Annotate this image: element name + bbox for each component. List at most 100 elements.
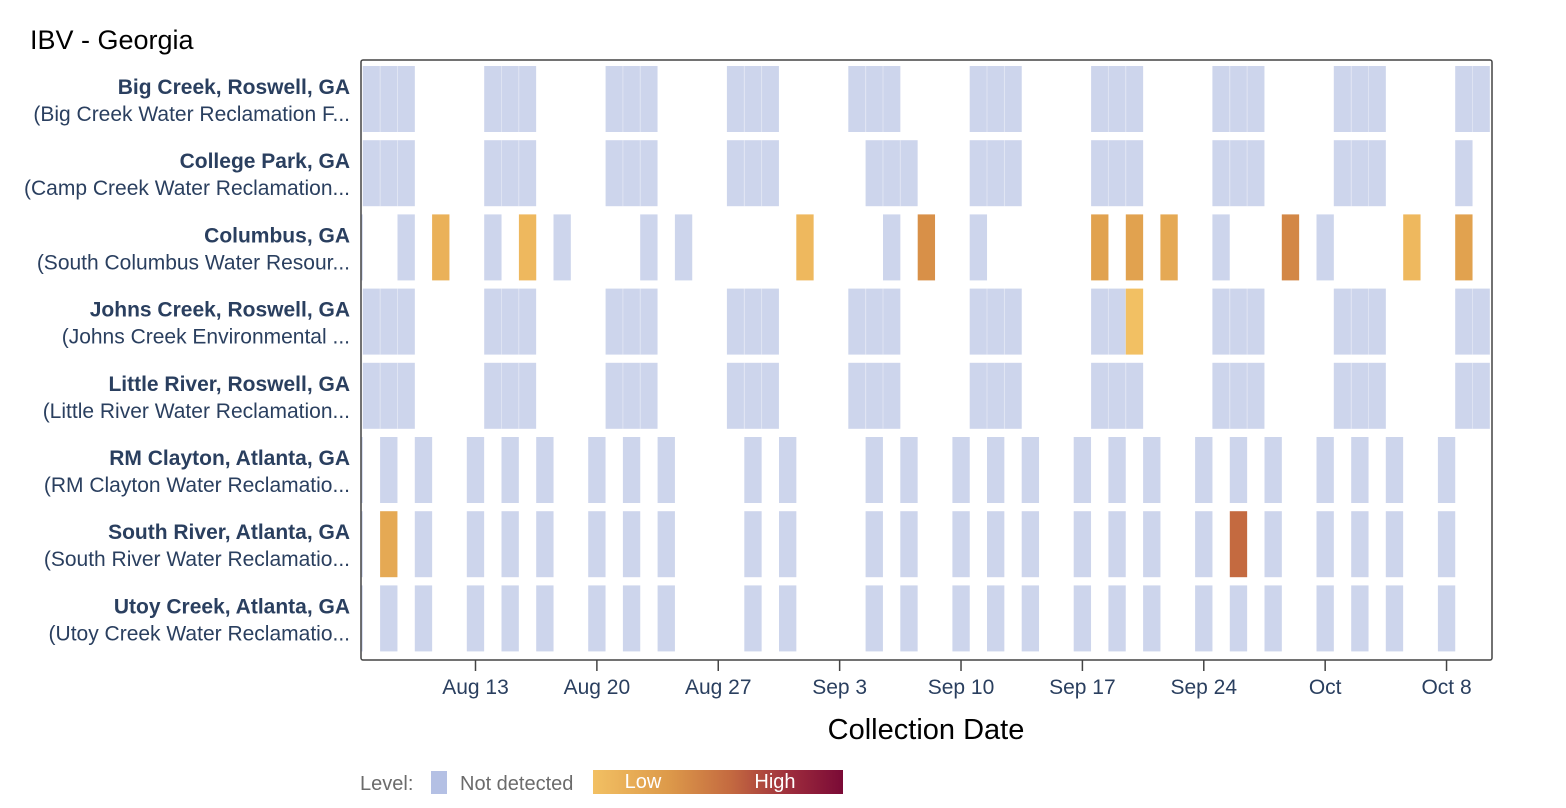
heatmap-cell[interactable]	[917, 214, 936, 281]
heatmap-cell[interactable]	[1455, 214, 1473, 281]
heatmap-cell[interactable]	[1316, 511, 1334, 578]
heatmap-cell[interactable]	[1143, 437, 1161, 503]
heatmap-cell[interactable]	[1143, 511, 1161, 578]
heatmap-cell[interactable]	[1091, 140, 1109, 207]
heatmap-cell[interactable]	[883, 288, 901, 355]
heatmap-cell[interactable]	[1264, 585, 1282, 652]
heatmap-cell[interactable]	[380, 66, 398, 132]
heatmap-cell[interactable]	[536, 437, 554, 503]
heatmap-cell[interactable]	[466, 511, 485, 578]
heatmap-cell[interactable]	[883, 214, 901, 281]
heatmap-cell[interactable]	[553, 214, 571, 281]
heatmap-cell[interactable]	[969, 362, 988, 429]
heatmap-cell[interactable]	[397, 140, 415, 207]
heatmap-cell[interactable]	[536, 585, 554, 652]
heatmap-cell[interactable]	[657, 511, 675, 578]
heatmap-cell[interactable]	[501, 362, 519, 429]
heatmap-cell[interactable]	[1212, 288, 1230, 355]
heatmap-cell[interactable]	[865, 66, 884, 132]
heatmap-cell[interactable]	[1316, 585, 1334, 652]
heatmap-cell[interactable]	[1455, 140, 1473, 207]
heatmap-cell[interactable]	[1351, 140, 1369, 207]
heatmap-cell[interactable]	[1333, 66, 1352, 132]
heatmap-cell[interactable]	[900, 437, 918, 503]
heatmap-cell[interactable]	[1385, 585, 1404, 652]
heatmap-cell[interactable]	[1472, 362, 1490, 429]
heatmap-cell[interactable]	[1195, 437, 1213, 503]
heatmap-cell[interactable]	[1351, 362, 1369, 429]
heatmap-cell[interactable]	[1333, 362, 1352, 429]
heatmap-cell[interactable]	[726, 140, 745, 207]
heatmap-cell[interactable]	[1437, 511, 1456, 578]
heatmap-cell[interactable]	[1247, 288, 1265, 355]
heatmap-cell[interactable]	[1091, 214, 1109, 281]
heatmap-cell[interactable]	[1021, 437, 1040, 503]
heatmap-cell[interactable]	[1351, 288, 1369, 355]
heatmap-cell[interactable]	[362, 288, 381, 355]
heatmap-cell[interactable]	[414, 585, 433, 652]
heatmap-cell[interactable]	[484, 66, 502, 132]
heatmap-cell[interactable]	[987, 140, 1005, 207]
heatmap-cell[interactable]	[414, 437, 433, 503]
heatmap-cell[interactable]	[1108, 437, 1126, 503]
heatmap-cell[interactable]	[466, 585, 485, 652]
heatmap-cell[interactable]	[900, 585, 918, 652]
heatmap-cell[interactable]	[761, 140, 779, 207]
heatmap-cell[interactable]	[1108, 288, 1126, 355]
heatmap-cell[interactable]	[726, 288, 745, 355]
heatmap-cell[interactable]	[865, 362, 884, 429]
heatmap-cell[interactable]	[1316, 214, 1334, 281]
heatmap-cell[interactable]	[900, 140, 918, 207]
heatmap-cell[interactable]	[345, 214, 363, 281]
heatmap-cell[interactable]	[883, 66, 901, 132]
heatmap-cell[interactable]	[1160, 214, 1178, 281]
heatmap-cell[interactable]	[1004, 66, 1022, 132]
heatmap-cell[interactable]	[1143, 585, 1161, 652]
heatmap-cell[interactable]	[1351, 437, 1369, 503]
heatmap-cell[interactable]	[501, 437, 519, 503]
heatmap-cell[interactable]	[848, 362, 866, 429]
heatmap-cell[interactable]	[1368, 288, 1386, 355]
heatmap-cell[interactable]	[1125, 214, 1144, 281]
heatmap-cell[interactable]	[501, 140, 519, 207]
heatmap-cell[interactable]	[605, 362, 623, 429]
heatmap-cell[interactable]	[987, 437, 1005, 503]
heatmap-cell[interactable]	[761, 66, 779, 132]
heatmap-cell[interactable]	[987, 362, 1005, 429]
heatmap-cell[interactable]	[1125, 362, 1144, 429]
heatmap-cell[interactable]	[969, 140, 988, 207]
heatmap-cell[interactable]	[1455, 288, 1473, 355]
heatmap-cell[interactable]	[1073, 585, 1092, 652]
heatmap-cell[interactable]	[622, 585, 641, 652]
heatmap-cell[interactable]	[466, 437, 485, 503]
heatmap-cell[interactable]	[744, 511, 762, 578]
heatmap-cell[interactable]	[501, 511, 519, 578]
heatmap-cell[interactable]	[1351, 66, 1369, 132]
heatmap-cell[interactable]	[848, 66, 866, 132]
heatmap-cell[interactable]	[1368, 66, 1386, 132]
heatmap-cell[interactable]	[622, 437, 641, 503]
heatmap-cell[interactable]	[1351, 511, 1369, 578]
heatmap-cell[interactable]	[1108, 511, 1126, 578]
heatmap-cell[interactable]	[1229, 511, 1248, 578]
heatmap-cell[interactable]	[1368, 362, 1386, 429]
heatmap-cell[interactable]	[969, 66, 988, 132]
heatmap-cell[interactable]	[952, 585, 970, 652]
heatmap-cell[interactable]	[1472, 66, 1490, 132]
heatmap-cell[interactable]	[883, 362, 901, 429]
heatmap-cell[interactable]	[501, 585, 519, 652]
heatmap-cell[interactable]	[622, 66, 641, 132]
heatmap-cell[interactable]	[761, 362, 779, 429]
heatmap-cell[interactable]	[380, 288, 398, 355]
heatmap-cell[interactable]	[865, 585, 883, 652]
heatmap-cell[interactable]	[484, 214, 502, 281]
heatmap-cell[interactable]	[1247, 140, 1265, 207]
heatmap-cell[interactable]	[1333, 140, 1352, 207]
heatmap-cell[interactable]	[380, 437, 398, 503]
heatmap-cell[interactable]	[345, 585, 363, 652]
heatmap-cell[interactable]	[657, 585, 675, 652]
heatmap-cell[interactable]	[969, 288, 988, 355]
heatmap-cell[interactable]	[1212, 140, 1230, 207]
heatmap-cell[interactable]	[518, 140, 537, 207]
heatmap-cell[interactable]	[622, 362, 641, 429]
